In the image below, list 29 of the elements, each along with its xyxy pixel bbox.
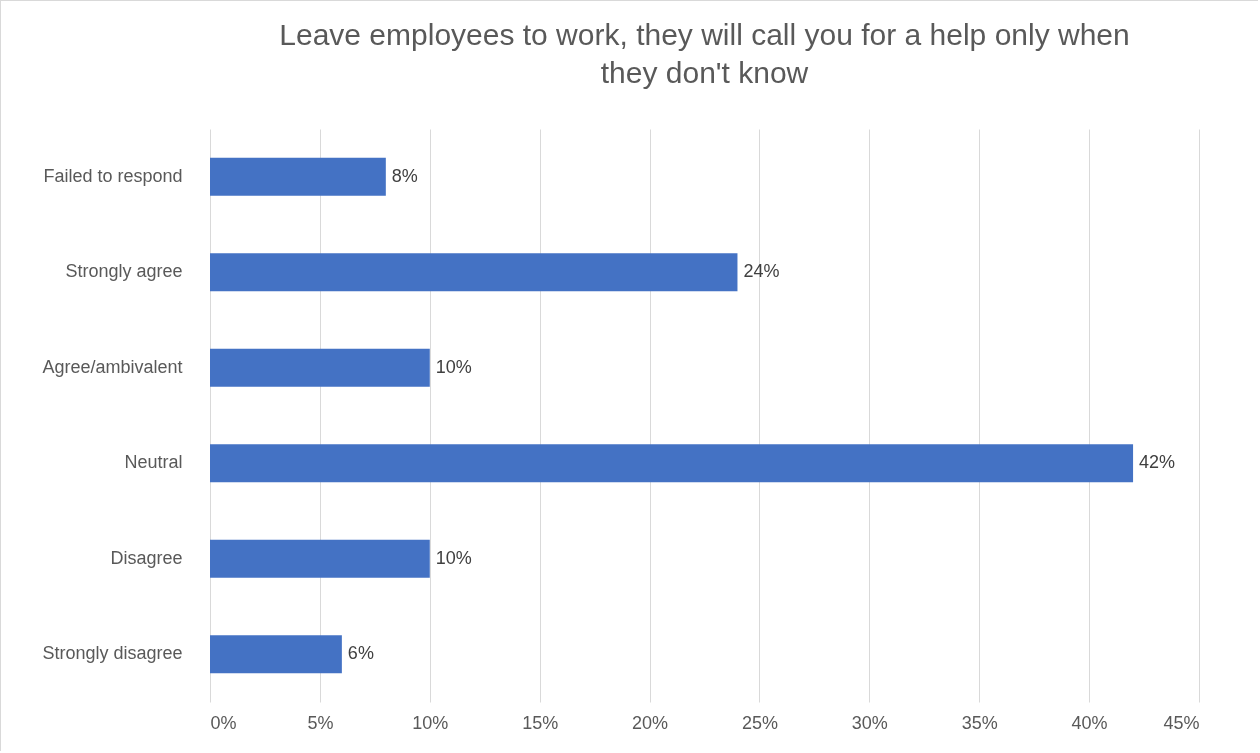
- bar: [210, 157, 386, 196]
- data-label: 24%: [743, 261, 780, 282]
- data-label: 10%: [435, 547, 472, 568]
- x-tick-label: 0%: [210, 712, 237, 733]
- x-tick-label: 30%: [851, 712, 888, 733]
- x-tick-label: 40%: [1071, 712, 1108, 733]
- data-label: 10%: [435, 356, 472, 377]
- y-tick-label: Agree/ambivalent: [42, 356, 183, 377]
- data-label: 8%: [391, 165, 418, 186]
- x-tick-label: 5%: [307, 712, 334, 733]
- data-label: 42%: [1139, 452, 1176, 473]
- x-tick-label: 35%: [961, 712, 998, 733]
- x-tick-label: 20%: [632, 712, 669, 733]
- y-tick-label: Disagree: [110, 547, 183, 568]
- bar: [210, 253, 738, 292]
- bar: [210, 635, 342, 674]
- data-label: 6%: [347, 643, 374, 664]
- x-tick-label: 10%: [412, 712, 449, 733]
- x-tick-label: 25%: [741, 712, 778, 733]
- y-tick-label: Neutral: [124, 452, 183, 473]
- y-tick-label: Strongly disagree: [42, 643, 183, 664]
- x-tick-label: 15%: [522, 712, 559, 733]
- bar: [210, 444, 1134, 483]
- x-tick-label: 45%: [1163, 712, 1200, 733]
- bar: [210, 539, 430, 578]
- y-tick-label: Strongly agree: [65, 261, 183, 282]
- y-tick-label: Failed to respond: [43, 165, 183, 186]
- chart-title: Leave employees to work, they will call you for a help only when they don't know: [279, 18, 1130, 89]
- bar: [210, 348, 430, 387]
